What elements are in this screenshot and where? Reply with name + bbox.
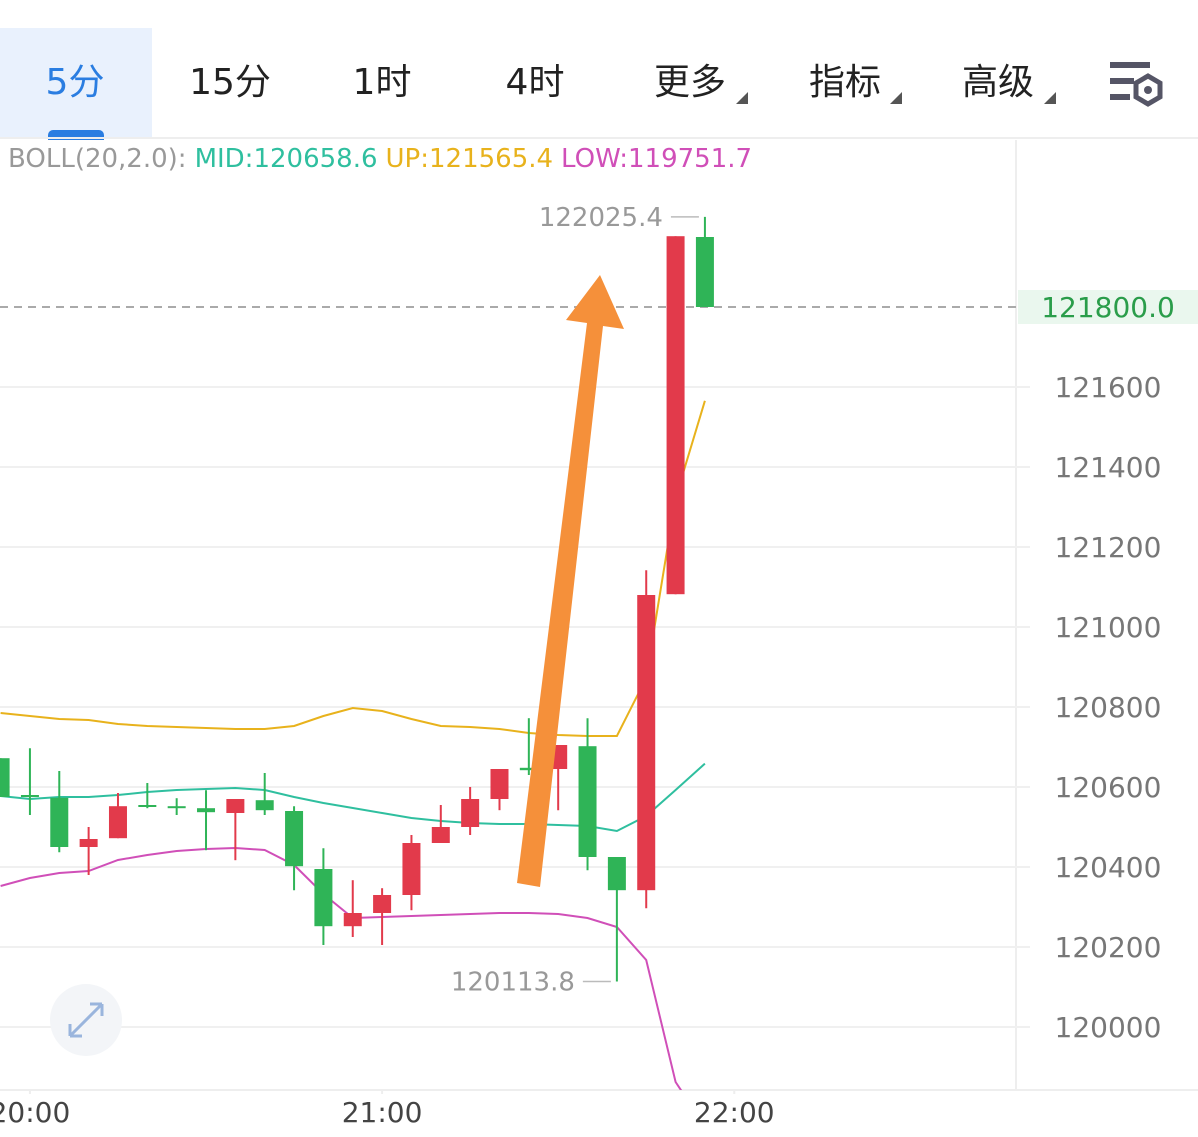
y-tick-label: 121200 xyxy=(1055,531,1162,564)
dropdown-triangle xyxy=(1044,92,1056,104)
y-tick-label: 120000 xyxy=(1055,1011,1162,1044)
dropdown-triangle xyxy=(736,92,748,104)
candle-body xyxy=(373,895,392,913)
icon-dot xyxy=(1144,86,1152,94)
indicator-legend: BOLL(20,2.0): MID:120658.6 UP:121565.4 LOW:… xyxy=(8,140,760,178)
expand-icon xyxy=(68,1002,104,1038)
tab[interactable]: 更多 xyxy=(653,62,727,103)
candle-body xyxy=(519,767,538,771)
candle-body xyxy=(255,800,274,811)
candle-body xyxy=(167,806,186,809)
legend-entry: UP:121565.4 xyxy=(385,144,554,174)
y-tick-label: 120200 xyxy=(1055,931,1162,964)
dropdown-triangle xyxy=(890,92,902,104)
candle-body xyxy=(431,827,450,843)
candle-body xyxy=(20,795,39,797)
tab[interactable]: 高级 xyxy=(961,62,1035,103)
candle-body xyxy=(461,799,480,827)
boll-line xyxy=(0,762,706,833)
y-tick-label: 121600 xyxy=(1055,371,1162,404)
boll-line xyxy=(0,400,706,737)
candle-body xyxy=(314,869,333,927)
y-tick-label: 120800 xyxy=(1055,691,1162,724)
candle-body xyxy=(285,811,304,867)
candle-body xyxy=(79,839,98,847)
tab[interactable]: 1时 xyxy=(352,62,412,103)
candle-body xyxy=(666,236,685,595)
active-tab-bg xyxy=(0,28,152,138)
candle-body xyxy=(108,806,127,839)
x-tick-label: 22:00 xyxy=(694,1096,775,1129)
candle-body xyxy=(402,843,421,895)
candle-body xyxy=(343,913,362,927)
tab[interactable]: 15分 xyxy=(189,62,271,103)
min-label: 120113.8 xyxy=(451,967,575,997)
candle-body xyxy=(695,237,714,307)
icon-hex xyxy=(1133,73,1163,107)
x-tick-label: 20:00 xyxy=(0,1096,70,1129)
tab[interactable]: 指标 xyxy=(808,62,882,103)
icon-bar xyxy=(1110,78,1134,84)
candle-body xyxy=(138,805,157,807)
icon-bar xyxy=(1110,94,1130,100)
candle-body xyxy=(490,769,509,799)
candle-body xyxy=(197,808,216,813)
y-tick-label: 120400 xyxy=(1055,851,1162,884)
trend-arrow xyxy=(517,275,624,887)
legend-entry: MID:120658.6 xyxy=(194,144,378,174)
last-price-tag xyxy=(1018,290,1198,324)
icon-bar xyxy=(1110,62,1150,68)
tab[interactable]: 4时 xyxy=(505,62,565,103)
candle-body xyxy=(607,857,626,891)
candle-body xyxy=(637,595,656,891)
candle-body xyxy=(578,746,597,857)
tab[interactable]: 5分 xyxy=(45,62,105,103)
max-label: 122025.4 xyxy=(539,203,663,233)
settings-icon[interactable] xyxy=(1108,60,1164,110)
active-tab-indicator xyxy=(48,130,104,140)
x-tick-label: 21:00 xyxy=(342,1096,423,1129)
y-tick-label: 121000 xyxy=(1055,611,1162,644)
last-price-label: 121800.0 xyxy=(1041,291,1175,324)
grid: 120000 120200 120400 120600 120800 121000 1212… xyxy=(0,306,1162,1129)
candle-body xyxy=(50,797,69,847)
y-tick-label: 120600 xyxy=(1055,771,1162,804)
indicator-name: BOLL(20,2.0): xyxy=(8,144,187,174)
annotations: 121800.0 122025.4 120113.8 xyxy=(451,203,1198,997)
candle-body xyxy=(0,758,10,797)
y-tick-label: 121400 xyxy=(1055,451,1162,484)
candle-body xyxy=(226,799,245,813)
legend-entry: LOW:119751.7 xyxy=(561,144,753,174)
candles xyxy=(0,216,714,982)
